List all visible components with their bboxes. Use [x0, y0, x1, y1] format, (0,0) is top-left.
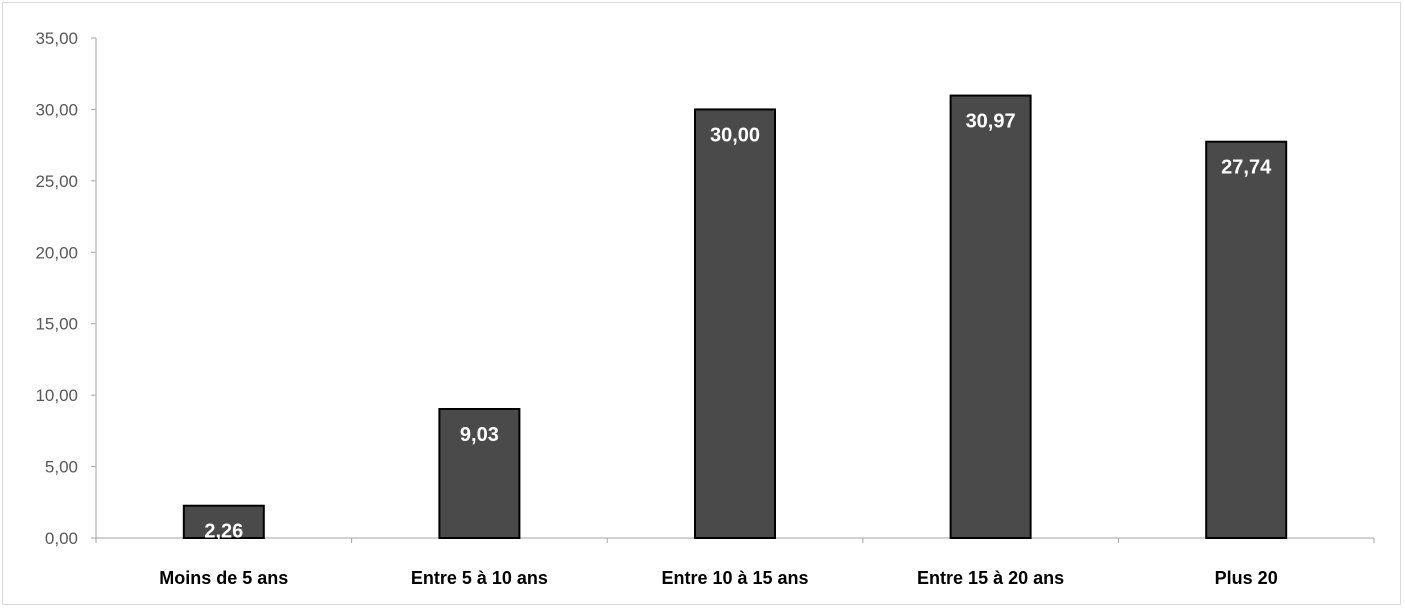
- y-tick-label: 15,00: [35, 315, 78, 334]
- data-label: 27,74: [1221, 157, 1272, 179]
- category-label: Entre 5 à 10 ans: [411, 568, 548, 588]
- y-tick-label: 30,00: [35, 100, 78, 119]
- y-tick-label: 20,00: [35, 243, 78, 262]
- data-label: 2,26: [204, 521, 243, 543]
- y-axis: 0,00 5,00 10,00 15,00 20,00 25,00 30,00 35,00: [35, 29, 97, 548]
- data-label: 30,00: [710, 124, 760, 146]
- bar: [949, 94, 1032, 539]
- category-label: Moins de 5 ans: [159, 568, 288, 588]
- bar: [694, 108, 776, 540]
- y-tick-label: 5,00: [45, 458, 78, 477]
- bar: [438, 408, 521, 539]
- data-label: 9,03: [460, 424, 499, 446]
- data-label: 30,97: [966, 111, 1016, 133]
- bars: [182, 94, 1288, 540]
- y-tick-label: 10,00: [35, 386, 78, 405]
- category-label: Plus 20: [1215, 568, 1278, 588]
- bar: [182, 504, 265, 540]
- y-tick-label: 25,00: [35, 172, 78, 191]
- bar: [1205, 140, 1288, 539]
- category-label: Entre 10 à 15 ans: [661, 568, 808, 588]
- y-tick-label: 0,00: [45, 529, 78, 548]
- bar-chart: 0,00 5,00 10,00 15,00 20,00 25,00 30,00 35,00 2…: [35, 29, 1375, 588]
- data-labels: 2,26 9,03 30,00 30,97 27,74: [204, 111, 1272, 543]
- y-tick-label: 35,00: [35, 29, 78, 48]
- category-label: Entre 15 à 20 ans: [917, 568, 1064, 588]
- category-labels: Moins de 5 ans Entre 5 à 10 ans Entre 10 à…: [159, 568, 1277, 588]
